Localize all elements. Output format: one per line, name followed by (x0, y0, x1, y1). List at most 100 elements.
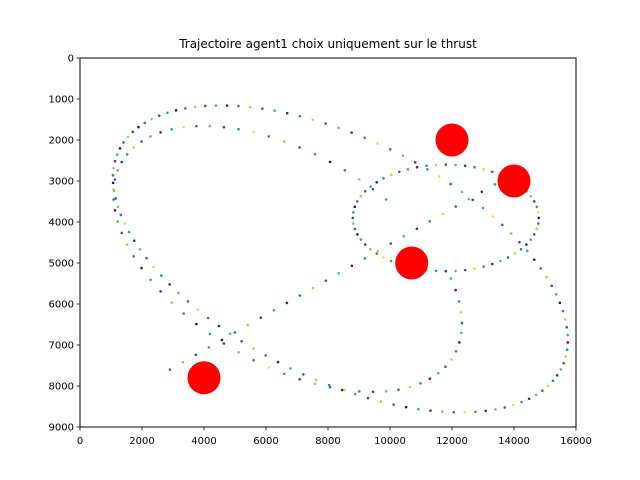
trajectory-point (392, 403, 395, 406)
trajectory-point (137, 125, 140, 129)
trajectory-point (444, 269, 448, 273)
trajectory-point (537, 216, 541, 220)
trajectory-point (534, 393, 538, 397)
trajectory-point (389, 173, 393, 177)
trajectory-point (252, 347, 255, 350)
trajectory-point (112, 188, 115, 191)
trajectory-point (132, 239, 136, 242)
trajectory-point (352, 222, 355, 225)
x-tick-label: 8000 (315, 436, 340, 447)
trajectory-point (311, 118, 315, 121)
trajectory-point (434, 269, 438, 273)
trajectory-point (311, 286, 315, 290)
trajectory-point (282, 372, 286, 376)
trajectory-point (482, 167, 485, 171)
trajectory-point (194, 353, 198, 357)
trajectory-point (499, 259, 502, 263)
trajectory-point (195, 124, 198, 128)
trajectory-point (237, 104, 240, 108)
x-tick-label: 12000 (436, 436, 468, 447)
trajectory-point (406, 167, 410, 171)
trajectory-point (131, 130, 135, 134)
trajectory-point (559, 368, 563, 371)
trajectory-point (152, 265, 155, 269)
x-axis: 0 2000 4000 6000 8000 10000 12000 14000 16000 (77, 427, 592, 447)
target-marker (395, 246, 429, 280)
trajectory-point (324, 122, 327, 125)
trajectory-point (484, 409, 488, 413)
trajectory-point (512, 403, 515, 407)
trajectory-point (116, 169, 120, 172)
trajectory-point (428, 377, 432, 381)
trajectory-point (337, 126, 340, 130)
trajectory-point (561, 309, 565, 313)
trajectory-point (184, 107, 187, 110)
trajectory-point (558, 301, 562, 305)
trajectory-point (565, 348, 569, 351)
trajectory-point (248, 105, 252, 109)
trajectory-point (359, 238, 363, 241)
trajectory-point (449, 182, 453, 186)
trajectory-point (267, 366, 271, 369)
trajectory-point (382, 256, 385, 259)
trajectory-point (519, 247, 523, 251)
trajectory-point (382, 176, 385, 180)
trajectory-point (298, 294, 302, 297)
y-tick-label: 4000 (49, 218, 74, 229)
y-tick-label: 7000 (49, 341, 74, 352)
trajectory-point (157, 114, 161, 117)
trajectory-point (415, 227, 419, 231)
trajectory-point (450, 358, 453, 361)
trajectory-point (357, 390, 361, 393)
trajectory-point (428, 220, 432, 223)
trajectory-point (444, 365, 447, 368)
trajectory-point (429, 409, 432, 412)
trajectory-point (551, 379, 555, 383)
trajectory-point (115, 153, 119, 156)
trajectory-point (207, 346, 211, 349)
trajectory-point (170, 301, 173, 304)
trajectory-point (500, 223, 504, 227)
trajectory-point (460, 321, 464, 325)
trajectory-point (350, 131, 353, 134)
trajectory-point (565, 325, 569, 329)
trajectory-point (174, 109, 178, 112)
trajectory-point (376, 249, 380, 253)
trajectory-point (122, 141, 125, 144)
trajectory-point (298, 146, 301, 149)
trajectory-point (120, 160, 124, 164)
trajectory-point (384, 389, 388, 393)
trajectory-point (240, 339, 243, 343)
trajectory-point (520, 400, 523, 404)
trajectory-point (182, 312, 185, 315)
trajectory-point (441, 212, 445, 216)
trajectory-point (285, 301, 289, 305)
trajectory-point (371, 390, 375, 394)
trajectory-point (463, 164, 467, 168)
trajectory-point (363, 189, 367, 193)
x-tick-label: 4000 (191, 436, 216, 447)
trajectory-point (237, 127, 240, 131)
trajectory-point (437, 175, 441, 178)
trajectory-point (371, 187, 375, 191)
x-tick-label: 2000 (129, 436, 154, 447)
trajectory-point (145, 256, 148, 260)
trajectory-point (149, 278, 152, 282)
trajectory-point (351, 216, 355, 220)
trajectory-point (454, 349, 458, 353)
trajectory-point (340, 388, 344, 392)
trajectory-point (314, 378, 318, 382)
y-tick-label: 1000 (49, 95, 74, 106)
trajectory-point (491, 215, 495, 218)
trajectory-point (143, 121, 147, 125)
trajectory-point (264, 354, 267, 357)
trajectory-point (562, 361, 565, 365)
trajectory-point (267, 135, 271, 138)
trajectory-point (127, 230, 131, 234)
trajectory-point (125, 153, 129, 156)
trajectory-point (363, 257, 367, 260)
trajectory-point (536, 211, 540, 214)
trajectory-point (458, 341, 461, 344)
trajectory-point (186, 300, 190, 303)
trajectory-point (159, 290, 162, 293)
